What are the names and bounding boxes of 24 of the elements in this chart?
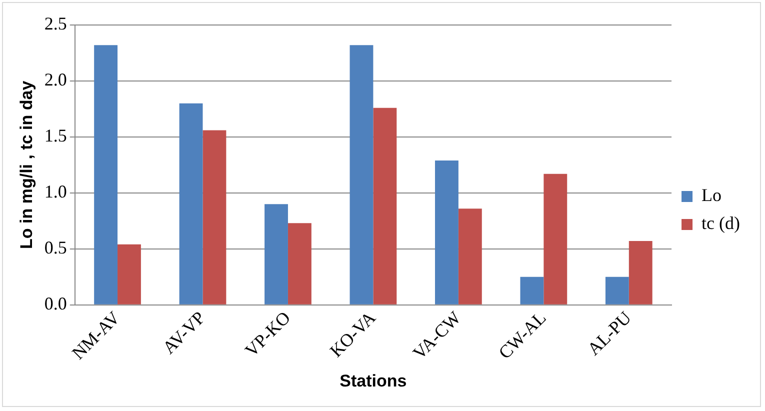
bar bbox=[373, 108, 397, 304]
bar bbox=[288, 223, 312, 304]
y-tick-label: 0.0 bbox=[44, 294, 67, 314]
x-axis-title: Stations bbox=[340, 371, 407, 390]
bar bbox=[350, 45, 374, 304]
legend-label: Lo bbox=[702, 185, 722, 206]
y-axis-title: Lo in mg/li , tc in day bbox=[16, 80, 36, 249]
bar bbox=[628, 241, 652, 304]
bar bbox=[435, 160, 458, 304]
y-tick-label: 2.5 bbox=[44, 14, 67, 34]
legend-label: tc (d) bbox=[702, 213, 740, 234]
y-tick-label: 1.5 bbox=[44, 126, 67, 146]
y-tick-label: 1.0 bbox=[44, 182, 67, 202]
bar bbox=[202, 130, 226, 304]
y-tick-label: 2.0 bbox=[44, 70, 67, 90]
bar bbox=[605, 276, 629, 304]
y-tick-label: 0.5 bbox=[44, 238, 67, 258]
bar bbox=[264, 204, 288, 304]
bar bbox=[544, 174, 568, 304]
bar bbox=[179, 103, 203, 304]
bar bbox=[458, 208, 482, 304]
bar bbox=[520, 276, 544, 304]
bar bbox=[94, 45, 118, 304]
bar bbox=[118, 244, 141, 304]
